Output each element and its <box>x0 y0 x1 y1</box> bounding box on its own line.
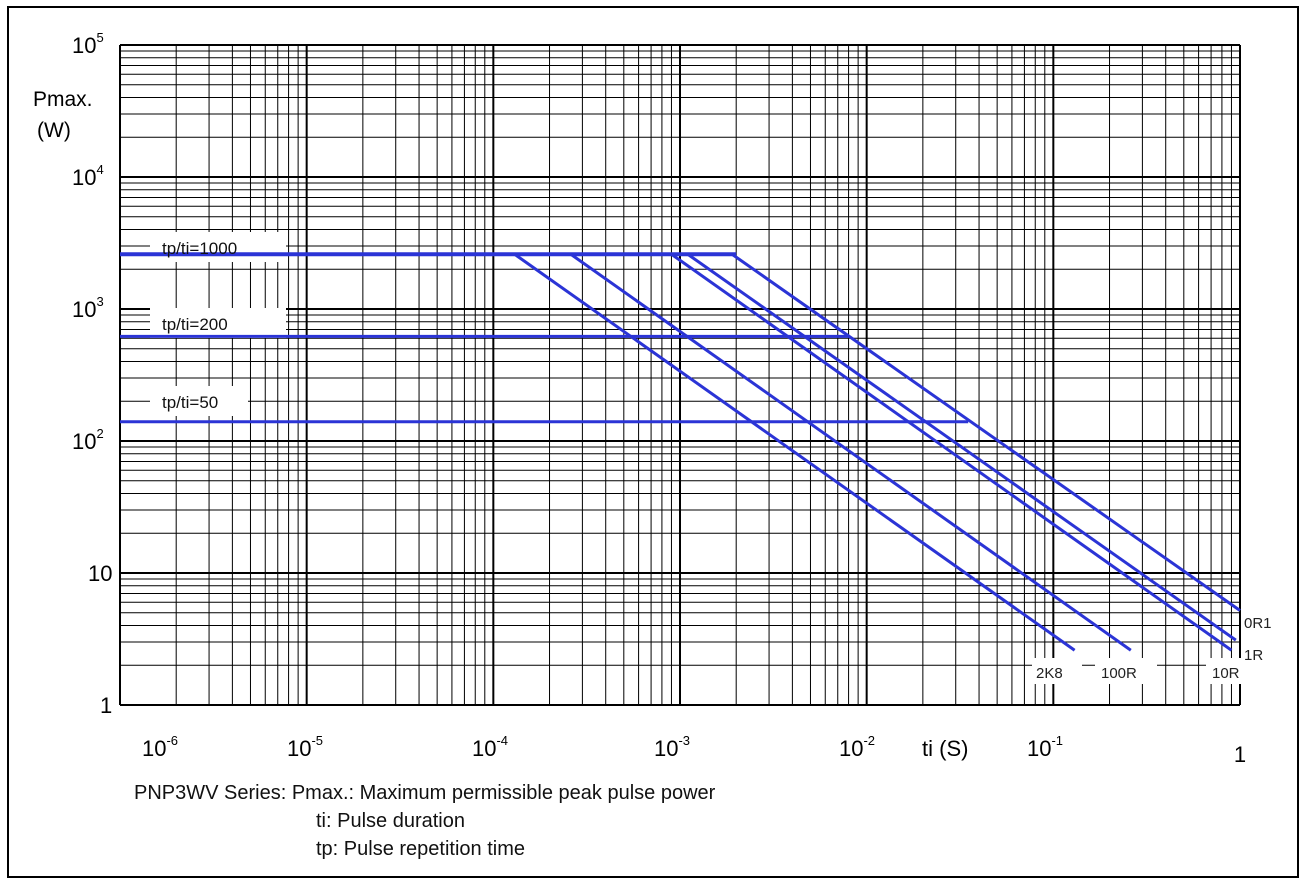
x-tick-label: 10-6 <box>142 733 178 761</box>
ratio-label-box <box>150 386 248 416</box>
ratio-label: tp/ti=1000 <box>162 239 237 258</box>
series-line-100r <box>569 252 1132 652</box>
x-tick-label: 10-4 <box>472 733 508 761</box>
caption-line-3: tp: Pulse repetition time <box>316 838 525 860</box>
grid <box>119 44 1282 706</box>
y-tick-label: 1 <box>100 693 112 718</box>
series-label-1r: 1R <box>1244 647 1263 664</box>
y-tick-label: 104 <box>72 162 104 190</box>
x-tick-label: 10-1 <box>1027 733 1063 761</box>
series-label-10r: 10R <box>1212 665 1240 682</box>
caption-line-1: PNP3WV Series: Pmax.: Maximum permissibl… <box>134 782 716 804</box>
series-group <box>120 252 1241 652</box>
series-line-10r <box>670 252 1233 652</box>
y-tick-label: 105 <box>72 30 104 58</box>
ratio-label: tp/ti=200 <box>162 315 228 334</box>
chart-frame <box>7 6 1299 878</box>
resistor-label-box <box>1095 658 1157 684</box>
series-label-2k8: 2K8 <box>1036 665 1063 682</box>
series-label-100r: 100R <box>1101 665 1137 682</box>
y-tick-label: 103 <box>72 294 104 322</box>
y-axis-label-line-2: (W) <box>37 119 71 142</box>
series-line-1r <box>686 252 1237 642</box>
ratio-label-box <box>150 232 286 262</box>
x-tick-label: 1 <box>1234 742 1246 767</box>
y-tick-label: 10 <box>88 561 112 586</box>
resistor-label-box <box>1032 658 1082 684</box>
x-tick-label: 10-2 <box>839 733 875 761</box>
x-tick-label: 10-3 <box>654 733 690 761</box>
resistor-label-box <box>1206 658 1248 684</box>
ratio-label: tp/ti=50 <box>162 393 218 412</box>
series-line-2k8 <box>513 252 1076 652</box>
labels-group: 10-6 10-5 10-4 10-3 10-2 10-1 1 ti (S) 105 104 103… <box>33 30 1272 767</box>
x-tick-label: 10-5 <box>287 733 323 761</box>
series-line-0r1 <box>731 252 1241 612</box>
ratio-label-box <box>150 308 286 338</box>
resistor-label-box <box>1242 606 1282 668</box>
y-tick-label: 102 <box>72 426 104 454</box>
series-label-0r1: 0R1 <box>1244 615 1272 632</box>
caption-line-2: ti: Pulse duration <box>316 810 465 832</box>
y-axis-label-line-1: Pmax. <box>33 88 93 111</box>
x-axis-label: ti (S) <box>922 736 968 761</box>
